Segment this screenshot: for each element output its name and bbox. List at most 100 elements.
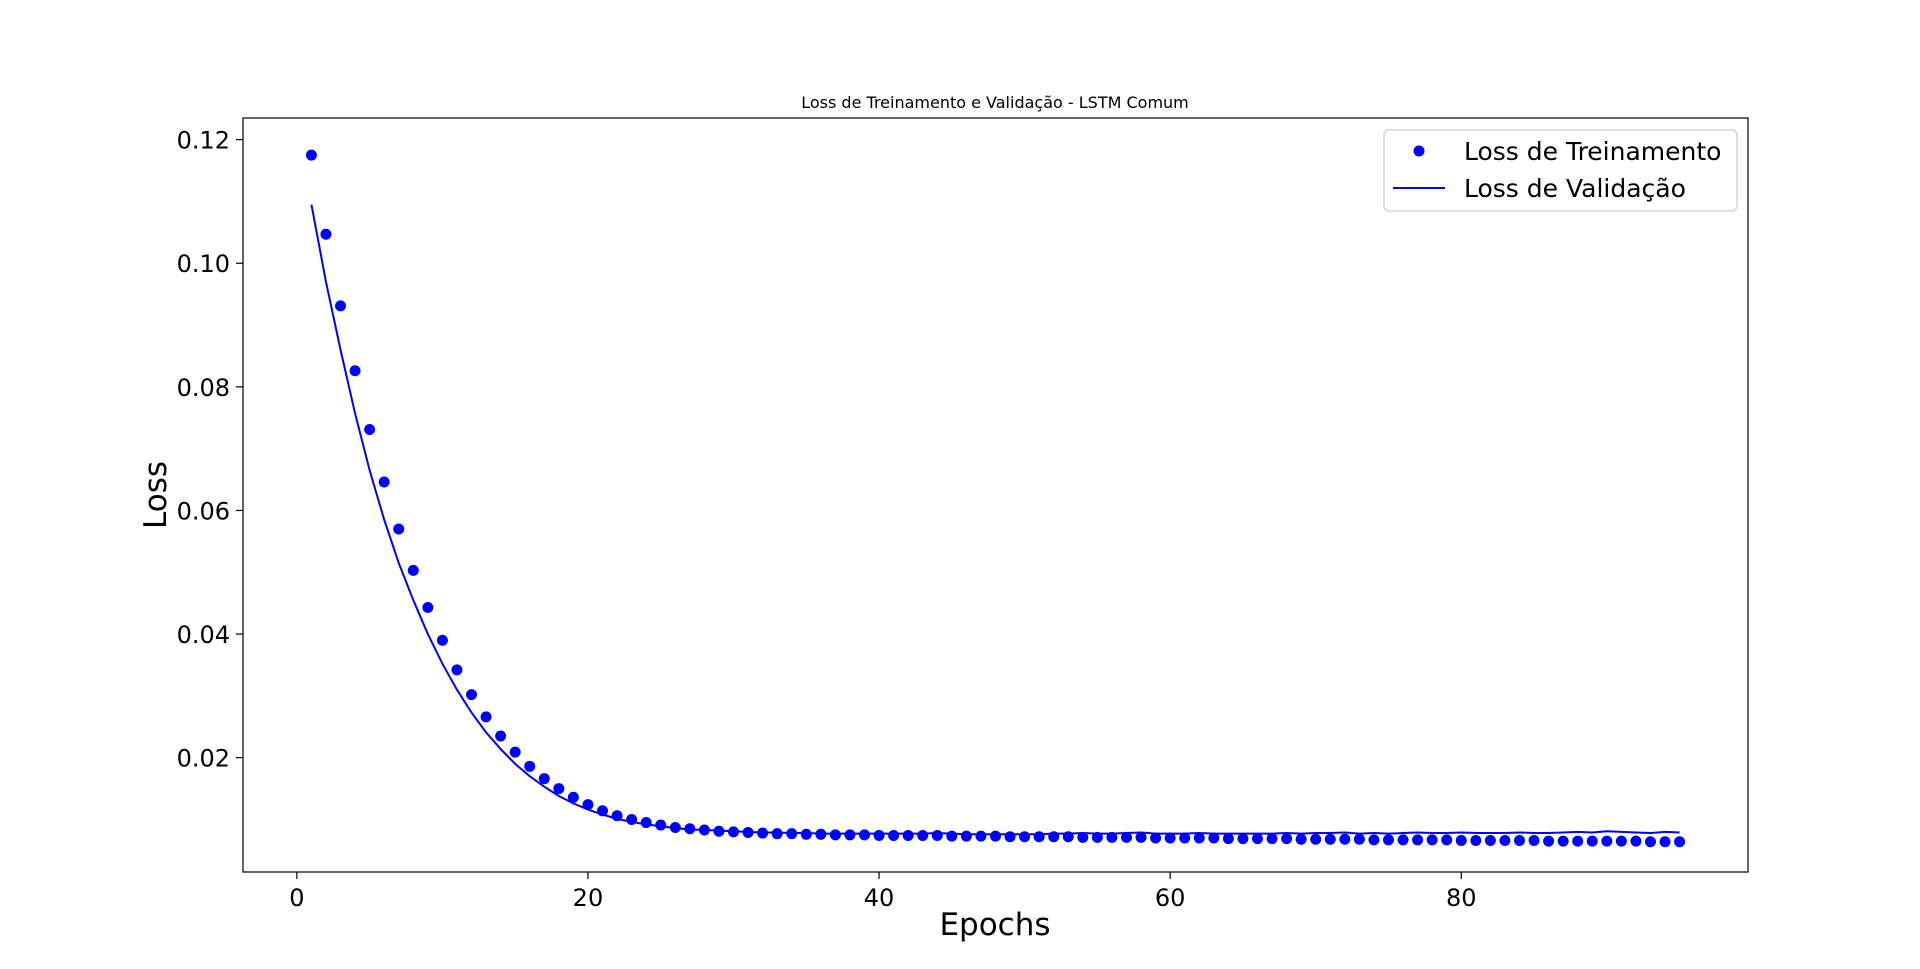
training-point xyxy=(524,760,536,772)
training-point xyxy=(1557,835,1569,847)
training-point xyxy=(902,830,914,842)
training-point xyxy=(1543,835,1555,847)
training-point xyxy=(698,824,710,836)
training-point xyxy=(1295,833,1307,845)
training-point xyxy=(946,830,958,842)
training-point xyxy=(1048,831,1060,843)
training-point xyxy=(684,823,696,835)
training-point xyxy=(640,817,652,829)
training-point xyxy=(771,828,783,840)
training-point xyxy=(1426,834,1438,846)
x-tick-label: 20 xyxy=(573,884,604,912)
training-point xyxy=(1062,831,1074,843)
training-point xyxy=(1484,834,1496,846)
chart-title: Loss de Treinamento e Validação - LSTM C… xyxy=(801,93,1189,112)
training-point xyxy=(1455,834,1467,846)
training-point xyxy=(480,711,492,723)
training-point xyxy=(859,829,870,841)
training-point xyxy=(1208,832,1220,844)
training-point xyxy=(1528,834,1540,846)
training-point xyxy=(873,830,885,842)
training-point xyxy=(1339,833,1351,845)
training-point xyxy=(1659,836,1671,848)
training-point xyxy=(669,822,681,833)
legend: Loss de Treinamento Loss de Validação xyxy=(1383,129,1738,212)
training-point xyxy=(786,828,798,840)
training-point xyxy=(1077,831,1089,843)
training-point xyxy=(466,689,478,701)
training-point xyxy=(1310,833,1322,845)
training-point xyxy=(1513,834,1525,846)
training-point xyxy=(1324,833,1336,845)
training-point xyxy=(975,830,987,842)
training-point xyxy=(626,813,638,825)
training-point xyxy=(1572,835,1584,847)
training-point xyxy=(1091,831,1103,843)
training-point xyxy=(407,564,419,576)
plot-frame xyxy=(242,117,1749,873)
training-point xyxy=(1019,831,1031,843)
training-point xyxy=(1135,831,1147,843)
training-point xyxy=(597,805,609,817)
training-point xyxy=(335,300,347,312)
training-point xyxy=(800,828,812,840)
training-point xyxy=(1615,835,1627,847)
y-tick-label: 0.08 xyxy=(177,374,230,402)
y-axis: 0.02 0.04 0.06 0.08 0.10 0.12 xyxy=(177,127,243,773)
training-point xyxy=(1150,832,1162,844)
training-point xyxy=(1601,835,1613,847)
training-point xyxy=(1179,832,1191,844)
x-axis-title: Epochs xyxy=(939,907,1050,943)
training-point xyxy=(1251,833,1263,845)
training-point xyxy=(960,830,972,842)
training-point xyxy=(1353,833,1365,845)
y-tick-label: 0.04 xyxy=(177,621,230,649)
legend-box xyxy=(1383,129,1738,212)
training-point xyxy=(1121,831,1132,843)
x-tick-label: 0 xyxy=(289,884,304,912)
legend-marker-training xyxy=(1413,145,1425,157)
training-point xyxy=(1033,831,1045,843)
training-point xyxy=(611,810,623,822)
training-point xyxy=(829,829,841,841)
training-point xyxy=(990,830,1001,842)
y-tick-label: 0.02 xyxy=(177,745,230,773)
training-point xyxy=(888,830,900,842)
training-point xyxy=(931,830,943,842)
x-tick-label: 60 xyxy=(1155,884,1186,912)
training-point xyxy=(1193,832,1205,844)
training-point xyxy=(305,149,317,161)
training-point xyxy=(1382,834,1394,846)
training-point xyxy=(582,799,594,811)
training-point xyxy=(815,828,827,840)
training-point xyxy=(1266,833,1278,845)
training-point xyxy=(1004,831,1016,843)
training-point xyxy=(553,783,565,795)
training-point xyxy=(1499,834,1511,846)
training-point xyxy=(1470,834,1482,846)
training-point xyxy=(1281,833,1293,845)
training-point xyxy=(320,228,332,240)
training-point xyxy=(728,826,740,838)
training-point xyxy=(1368,834,1380,846)
training-point xyxy=(393,523,405,535)
training-point xyxy=(1164,832,1176,844)
training-point xyxy=(757,827,769,839)
training-point xyxy=(436,634,448,646)
training-point xyxy=(742,826,754,838)
training-point xyxy=(1106,831,1118,843)
training-point xyxy=(1630,835,1642,847)
training-point xyxy=(713,825,725,837)
y-axis-title: Loss xyxy=(138,461,174,529)
x-axis: 0 20 40 60 80 xyxy=(289,872,1477,912)
training-point xyxy=(655,819,667,831)
training-point xyxy=(509,746,521,758)
training-point xyxy=(1586,835,1598,847)
training-point xyxy=(1441,834,1453,846)
training-point xyxy=(349,365,361,377)
training-point xyxy=(364,423,376,435)
training-point xyxy=(1397,834,1409,846)
plot-area xyxy=(305,149,1686,848)
training-point xyxy=(1412,834,1424,846)
